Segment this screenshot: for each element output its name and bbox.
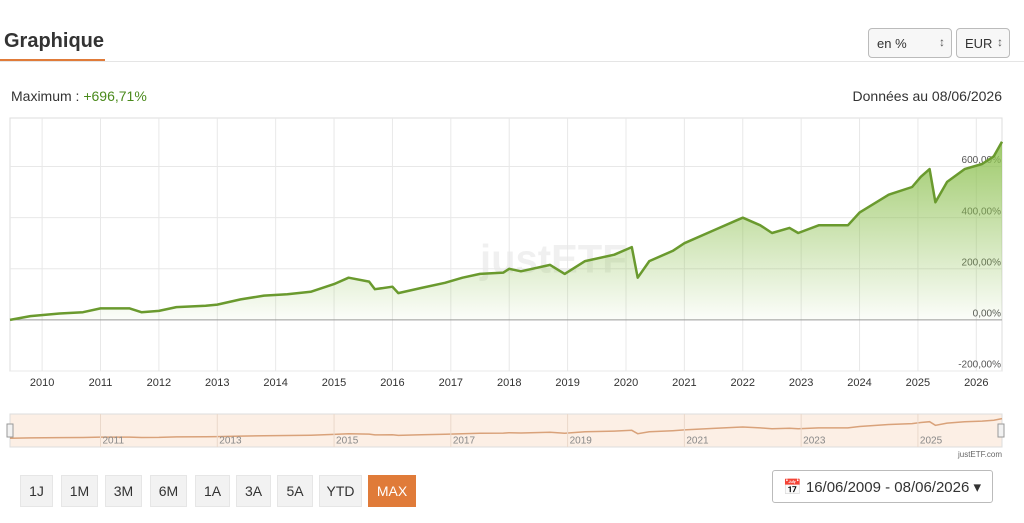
navigator-handle[interactable] [997,423,1005,438]
period-button[interactable]: 1M [61,475,98,507]
section-title: Graphique [4,30,105,52]
period-button[interactable]: MAX [368,475,416,507]
x-tick-label: 2017 [439,377,463,389]
area [10,141,1002,320]
x-tick-label: 2021 [672,377,696,389]
x-tick-label: 2012 [147,377,171,389]
navigator-label: 2015 [336,436,359,447]
x-tick-label: 2010 [30,377,54,389]
period-button[interactable]: 3A [236,475,271,507]
period-button[interactable]: 5A [277,475,313,507]
period-button[interactable]: 1J [20,475,53,507]
x-tick-label: 2014 [263,377,287,389]
navigator-label: 2025 [920,436,943,447]
period-button[interactable]: 6M [150,475,187,507]
x-tick-label: 2024 [847,377,871,389]
period-button[interactable]: YTD [319,475,362,507]
x-tick-label: 2011 [89,377,113,389]
unit-select[interactable]: en % [868,28,952,58]
navigator-label: 2019 [570,436,593,447]
navigator-label: 2013 [219,436,242,447]
x-tick-label: 2020 [614,377,638,389]
divider [0,61,1024,62]
date-caption: Données au 08/06/2026 [852,88,1002,104]
y-tick-label: -200,00% [958,360,1001,371]
maximum: Maximum : +696,71% [11,88,147,104]
x-tick-label: 2022 [731,377,755,389]
x-tick-label: 2023 [789,377,813,389]
navigator-label: 2017 [453,436,476,447]
navigator-label: 2023 [803,436,826,447]
x-tick-label: 2013 [205,377,229,389]
date-range-text: 16/06/2009 - 08/06/2026 [805,479,970,496]
y-tick-label: 600,00% [962,155,1002,166]
period-button[interactable]: 1A [195,475,230,507]
x-tick-label: 2026 [964,377,988,389]
navigator-label: 2021 [686,436,709,447]
maximum-value: +696,71% [83,88,147,104]
currency-select[interactable]: EUR [956,28,1010,58]
x-tick-label: 2019 [555,377,579,389]
title-underline [0,59,105,62]
navigator-handle[interactable] [6,423,14,438]
date-range[interactable]: 📅 16/06/2009 - 08/06/2026 ▾ [772,470,993,503]
navigator-line [9,417,1003,440]
x-tick-label: 2015 [322,377,346,389]
x-tick-label: 2018 [497,377,521,389]
period-button[interactable]: 3M [105,475,142,507]
credit: justETF.com [957,450,1002,459]
maximum-caption: Maximum : [11,88,80,104]
line [9,141,1004,322]
x-tick-label: 2016 [380,377,404,389]
navigator[interactable] [9,413,1003,448]
navigator-label: 2011 [103,436,125,447]
x-tick-label: 2025 [906,377,930,389]
